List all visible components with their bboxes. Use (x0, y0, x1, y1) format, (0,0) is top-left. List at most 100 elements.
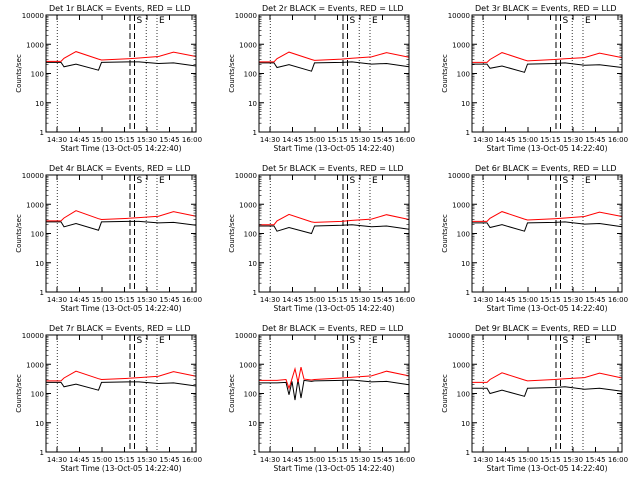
y-tick-label: 100 (31, 231, 44, 239)
y-tick-label: 10000 (448, 332, 470, 340)
y-tick-label: 10 (248, 100, 257, 108)
x-axis-label: Start Time (13-Oct-05 14:22:40) (486, 304, 607, 313)
y-tick-label: 10 (35, 260, 44, 268)
x-tick-label: 14:45 (282, 296, 302, 304)
plot-frame (471, 174, 623, 293)
panel-title: Det 3r BLACK = Events, RED = LLD (475, 4, 617, 13)
marker-e: E (372, 176, 378, 186)
y-tick-label: 100 (457, 71, 470, 79)
x-axis-label: Start Time (13-Oct-05 14:22:40) (486, 464, 607, 473)
y-axis-label: Counts/sec (228, 54, 236, 93)
plot-frame (45, 174, 197, 293)
y-tick-label: 10000 (22, 172, 44, 180)
panel-title: Det 9r BLACK = Events, RED = LLD (475, 324, 617, 333)
y-tick-label: 10000 (235, 12, 257, 20)
y-axis-label: Counts/sec (441, 214, 449, 253)
marker-s: S (563, 336, 569, 346)
x-tick-label: 15:45 (159, 296, 179, 304)
x-axis-label: Start Time (13-Oct-05 14:22:40) (60, 144, 181, 153)
x-tick-label: 15:00 (92, 456, 112, 464)
x-tick-label: 14:45 (282, 136, 302, 144)
marker-e: E (159, 336, 165, 346)
x-tick-label: 15:30 (137, 136, 157, 144)
y-axis-label: Counts/sec (228, 374, 236, 413)
series-lld-line (472, 52, 623, 63)
y-axis-label: Counts/sec (441, 374, 449, 413)
x-tick-label: 15:30 (350, 136, 370, 144)
x-axis-label: Start Time (13-Oct-05 14:22:40) (273, 144, 394, 153)
series-events-line (472, 221, 623, 232)
x-tick-label: 15:45 (585, 296, 605, 304)
y-tick-label: 1000 (452, 361, 470, 369)
x-tick-label: 16:00 (608, 296, 628, 304)
x-tick-label: 15:30 (137, 456, 157, 464)
x-axis-label: Start Time (13-Oct-05 14:22:40) (486, 144, 607, 153)
marker-s: S (137, 336, 143, 346)
plot-frame (258, 14, 410, 133)
x-axis-label: Start Time (13-Oct-05 14:22:40) (273, 304, 394, 313)
x-tick-label: 14:45 (282, 456, 302, 464)
x-tick-label: 14:45 (69, 456, 89, 464)
series-lld-line (46, 51, 197, 62)
x-tick-label: 14:30 (260, 136, 280, 144)
y-tick-label: 1000 (26, 201, 44, 209)
panel-title: Det 8r BLACK = Events, RED = LLD (262, 324, 404, 333)
y-tick-label: 10 (461, 420, 470, 428)
x-tick-label: 15:15 (114, 136, 134, 144)
x-tick-label: 14:30 (473, 456, 493, 464)
panel-det-4: Det 4r BLACK = Events, RED = LLD S E 1 10 100… (15, 164, 202, 313)
y-tick-label: 10 (461, 260, 470, 268)
x-tick-label: 16:00 (182, 136, 202, 144)
x-tick-label: 14:30 (47, 136, 67, 144)
marker-s: S (350, 176, 356, 186)
y-tick-label: 1 (253, 289, 257, 297)
x-tick-label: 15:45 (372, 136, 392, 144)
y-tick-label: 1 (40, 289, 44, 297)
x-tick-label: 15:00 (518, 456, 538, 464)
x-tick-label: 15:15 (327, 136, 347, 144)
series-events-line (259, 61, 410, 72)
y-axis-label: Counts/sec (441, 54, 449, 93)
y-tick-label: 1 (466, 129, 470, 137)
marker-e: E (159, 176, 165, 186)
y-tick-label: 1000 (26, 361, 44, 369)
x-tick-label: 14:30 (260, 456, 280, 464)
x-tick-label: 15:15 (114, 456, 134, 464)
y-tick-label: 1000 (239, 361, 257, 369)
series-lld-line (472, 211, 623, 222)
x-tick-label: 16:00 (608, 456, 628, 464)
x-tick-label: 14:45 (495, 296, 515, 304)
panel-det-8: Det 8r BLACK = Events, RED = LLD S E 1 10 100… (228, 324, 415, 473)
x-tick-label: 15:30 (563, 296, 583, 304)
y-tick-label: 10000 (448, 12, 470, 20)
y-tick-label: 100 (244, 391, 257, 399)
x-tick-label: 15:00 (518, 136, 538, 144)
series-events-line (46, 220, 197, 231)
y-tick-label: 10000 (22, 12, 44, 20)
series-events-line (259, 379, 410, 401)
panel-det-7: Det 7r BLACK = Events, RED = LLD S E 1 10 100… (15, 324, 202, 473)
marker-s: S (137, 176, 143, 186)
y-tick-label: 1 (466, 449, 470, 457)
panel-det-3: Det 3r BLACK = Events, RED = LLD S E 1 10 100… (441, 4, 628, 153)
x-axis-label: Start Time (13-Oct-05 14:22:40) (60, 304, 181, 313)
panel-title: Det 7r BLACK = Events, RED = LLD (49, 324, 191, 333)
y-tick-label: 10000 (235, 332, 257, 340)
y-tick-label: 1 (40, 129, 44, 137)
y-tick-label: 10000 (22, 332, 44, 340)
marker-s: S (350, 16, 356, 26)
y-tick-label: 100 (457, 231, 470, 239)
x-tick-label: 15:30 (350, 296, 370, 304)
series-events-line (472, 62, 623, 73)
y-tick-label: 1 (253, 129, 257, 137)
y-tick-label: 1000 (239, 201, 257, 209)
plot-frame (471, 334, 623, 453)
y-tick-label: 100 (31, 391, 44, 399)
panel-title: Det 4r BLACK = Events, RED = LLD (49, 164, 191, 173)
x-tick-label: 16:00 (395, 136, 415, 144)
x-tick-label: 14:45 (69, 296, 89, 304)
y-tick-label: 10 (248, 260, 257, 268)
y-tick-label: 1 (466, 289, 470, 297)
x-tick-label: 15:30 (563, 456, 583, 464)
